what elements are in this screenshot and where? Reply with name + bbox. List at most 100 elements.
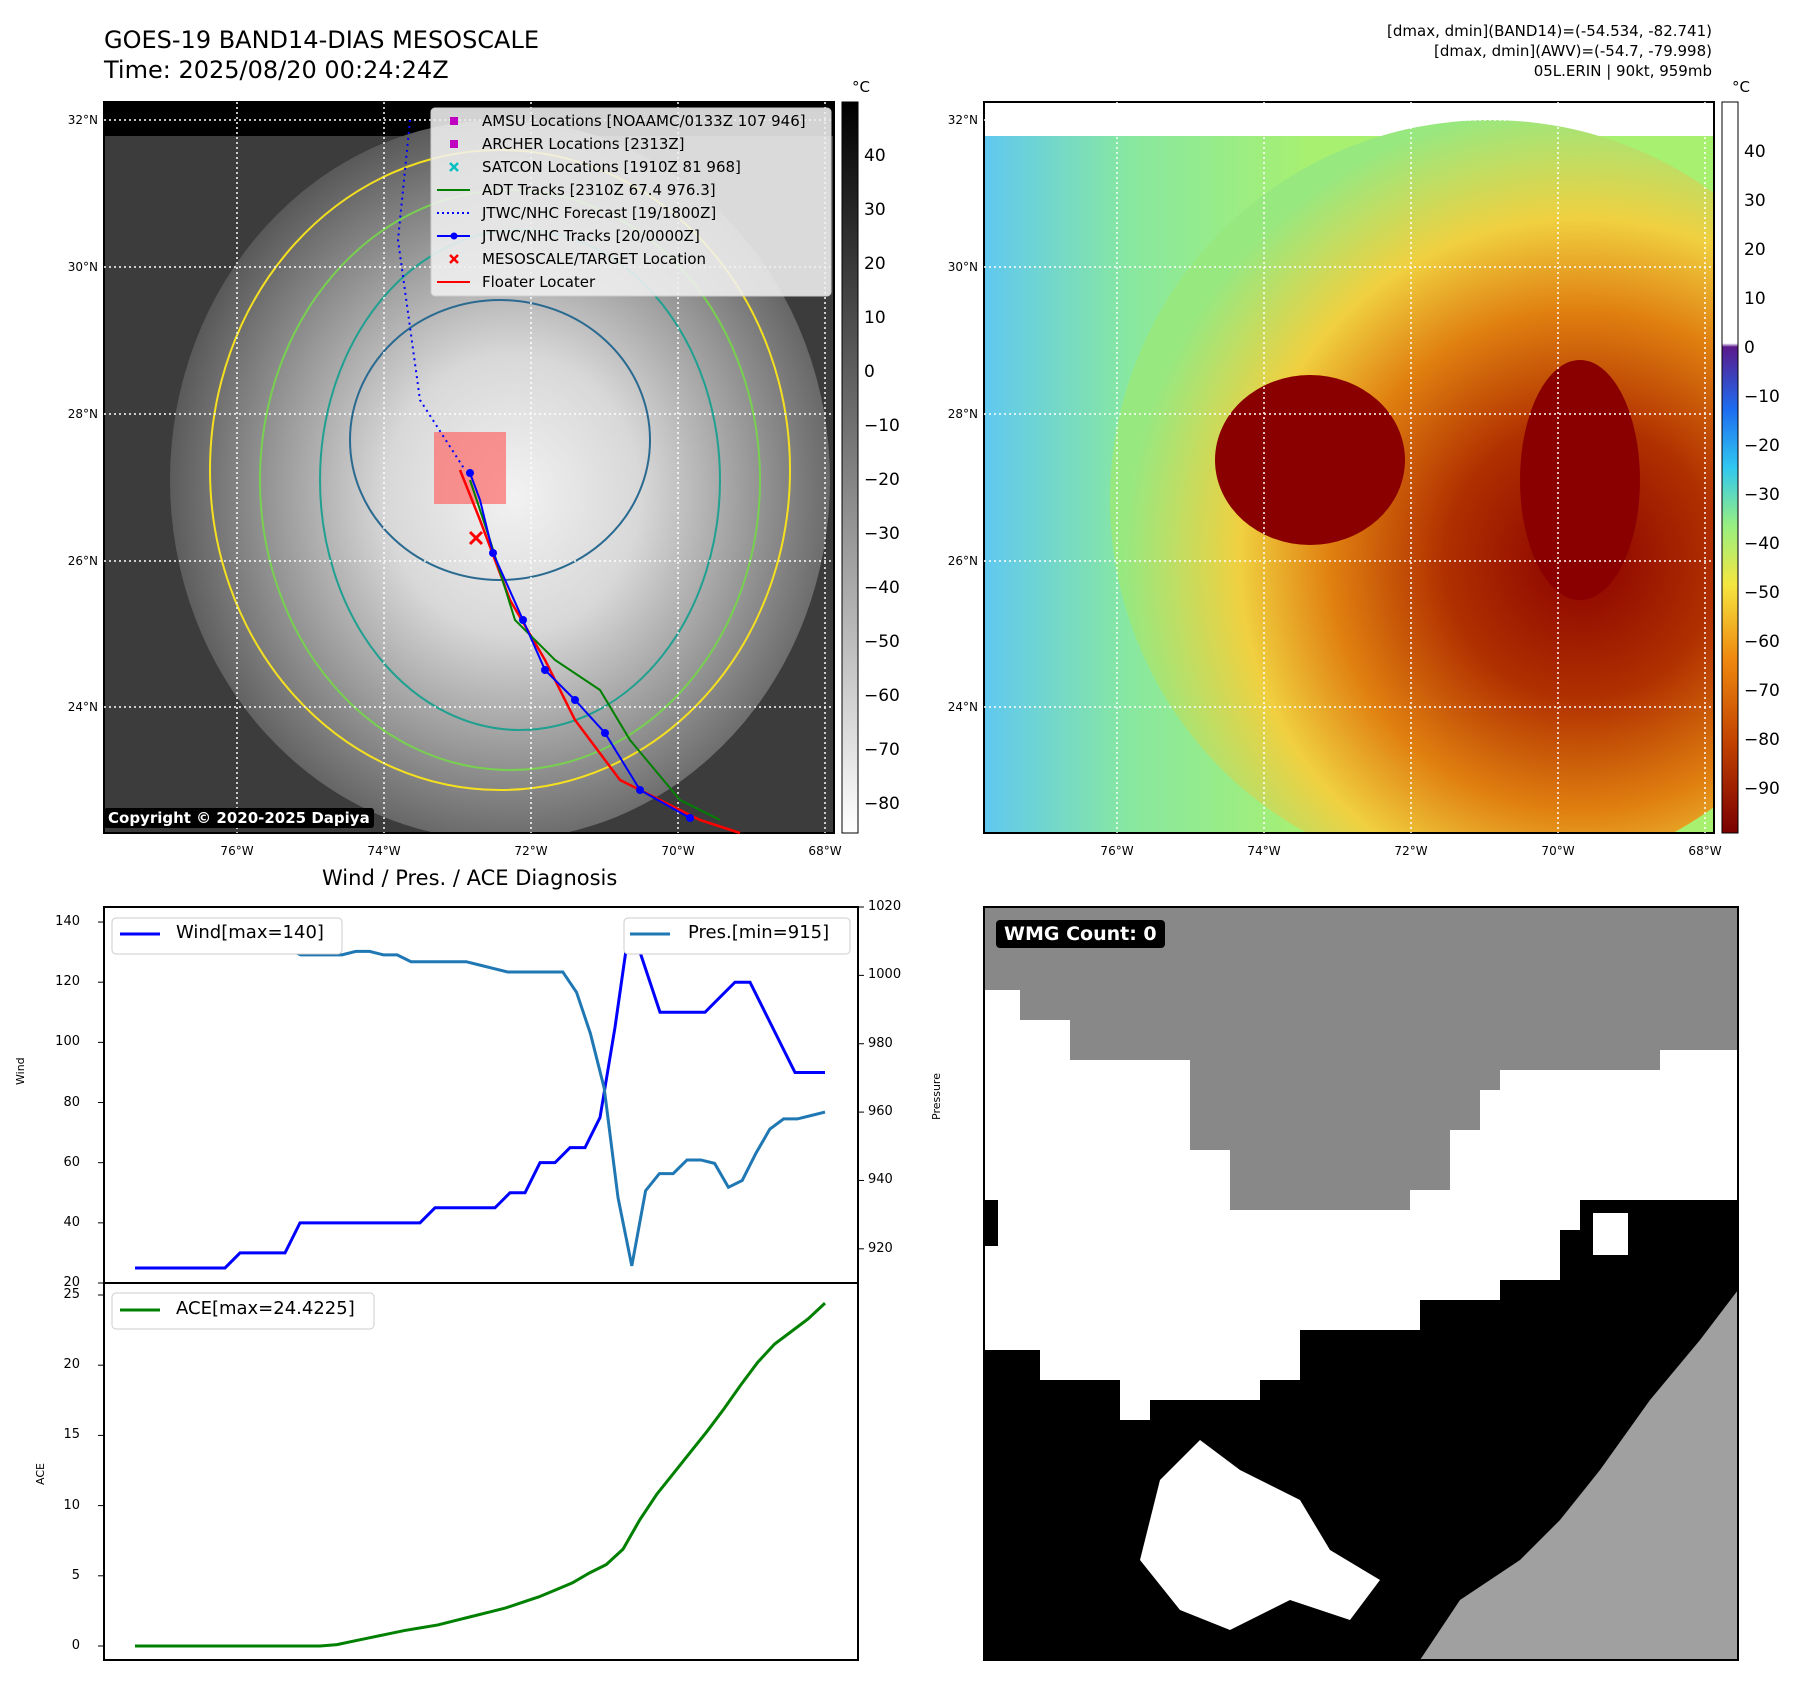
wind-legend-label: Wind[max=140] (176, 922, 324, 943)
wind-y-tick-label: 60 (63, 1154, 80, 1170)
legend-entry-label: MESOSCALE/TARGET Location (482, 250, 707, 268)
right-colorbar-tick: 10 (1744, 289, 1766, 309)
right-lat-tick: 28°N (947, 407, 978, 421)
pressure-y-ticks (858, 906, 864, 1250)
right-lat-tick: 30°N (947, 260, 978, 274)
legend-archer-marker (450, 140, 458, 148)
ace-y-tick-label: 25 (63, 1287, 80, 1302)
pressure-y-tick-label: 1000 (868, 967, 902, 983)
left-colorbar-tick: −80 (864, 794, 900, 814)
right-colorbar-tick: −90 (1744, 779, 1780, 799)
right-map-grid (984, 102, 1714, 833)
right-colorbar-unit: °C (1732, 78, 1750, 96)
left-colorbar (841, 101, 859, 834)
pressure-y-tick-label: 940 (868, 1172, 893, 1188)
right-colorbar-tick: −20 (1744, 436, 1780, 456)
right-map (984, 102, 1714, 833)
wind-y-tick-label: 40 (63, 1214, 80, 1230)
pressure-y-tick-label: 920 (868, 1240, 893, 1256)
wind-y-tick-label: 20 (63, 1275, 80, 1290)
right-lon-tick: 72°W (1394, 844, 1428, 858)
right-colorbar-tick: 0 (1744, 338, 1755, 358)
left-colorbar-tick: 30 (864, 200, 886, 220)
right-map-frame (983, 101, 1715, 834)
left-lon-tick: 72°W (514, 844, 548, 858)
floater-track (458, 469, 741, 835)
right-lat-tick: 26°N (947, 554, 978, 568)
right-colorbar-tick: −30 (1744, 485, 1780, 505)
ace-series-line (135, 1302, 827, 1648)
legend-entry-label: JTWC/NHC Forecast [19/1800Z] (482, 204, 717, 222)
chart-time: Time: 2025/08/20 00:24:24Z (104, 56, 449, 84)
copyright-label: Copyright © 2020-2025 Dapiya (104, 808, 374, 828)
right-lon-tick: 70°W (1541, 844, 1575, 858)
diagnosis-title: Wind / Pres. / ACE Diagnosis (322, 866, 618, 890)
left-colorbar-tick: −30 (864, 524, 900, 544)
stats-awv: [dmax, dmin](AWV)=(-54.7, -79.998) (1433, 42, 1712, 60)
wind-series-line (135, 921, 825, 1270)
left-lat-tick: 28°N (67, 407, 98, 421)
left-lat-tick: 32°N (67, 113, 98, 127)
left-map-frame (103, 101, 835, 834)
chart-title: GOES-19 BAND14-DIAS MESOSCALE (104, 26, 540, 54)
right-colorbar-tick: −60 (1744, 632, 1780, 652)
left-lat-tick: 26°N (67, 554, 98, 568)
ace-y-tick-label: 20 (63, 1357, 80, 1373)
wind-y-tick-label: 140 (55, 914, 80, 930)
left-lon-tick: 76°W (220, 844, 254, 858)
right-lat-tick: 32°N (947, 113, 978, 127)
right-colorbar-tick: 40 (1744, 142, 1766, 162)
ace-y-ticks (98, 1294, 104, 1647)
left-colorbar-tick: −50 (864, 632, 900, 652)
left-lon-tick: 68°W (808, 844, 842, 858)
wmg-count-label: WMG Count: 0 (996, 920, 1165, 948)
nhc-track-points (466, 469, 694, 822)
right-lon-tick: 74°W (1247, 844, 1281, 858)
left-colorbar-tick: −60 (864, 686, 900, 706)
right-colorbar-tick: −40 (1744, 534, 1780, 554)
legend-entry-label: JTWC/NHC Tracks [20/0000Z] (482, 227, 700, 245)
left-colorbar-tick: −10 (864, 416, 900, 436)
stats-band14: [dmax, dmin](BAND14)=(-54.534, -82.741) (1387, 22, 1712, 40)
pressure-y-label: Pressure (930, 1073, 943, 1120)
left-colorbar-unit: °C (852, 78, 870, 96)
right-lon-tick: 76°W (1100, 844, 1134, 858)
ace-legend (111, 1292, 375, 1330)
right-lon-tick: 68°W (1688, 844, 1722, 858)
right-lat-tick: 24°N (947, 700, 978, 714)
wind-y-label: Wind (14, 1057, 27, 1085)
storm-label: 05L.ERIN | 90kt, 959mb (1533, 62, 1712, 80)
right-colorbar-tick: 30 (1744, 191, 1766, 211)
left-lon-tick: 70°W (661, 844, 695, 858)
wind-y-tick-label: 80 (63, 1094, 80, 1110)
right-colorbar (1721, 101, 1739, 834)
left-map-legend (430, 107, 832, 297)
ace-legend-label: ACE[max=24.4225] (176, 1298, 355, 1319)
pressure-legend (623, 917, 851, 955)
legend-target-marker (449, 254, 459, 264)
wmg-panel (983, 906, 1739, 1661)
wind-y-tick-label: 100 (55, 1034, 80, 1050)
ace-y-tick-label: 15 (63, 1427, 80, 1443)
left-colorbar-tick: 10 (864, 308, 886, 328)
wind-panel (98, 906, 864, 1284)
pressure-y-tick-label: 1020 (868, 899, 902, 914)
left-colorbar-tick: 20 (864, 254, 886, 274)
ace-y-tick-label: 10 (63, 1497, 80, 1513)
ace-y-tick-label: 5 (71, 1567, 80, 1583)
pressure-y-tick-label: 960 (868, 1104, 893, 1120)
right-colorbar-tick: −70 (1744, 681, 1780, 701)
left-lat-tick: 30°N (67, 260, 98, 274)
legend-entry-label: ADT Tracks [2310Z 67.4 976.3] (482, 181, 716, 199)
pressure-y-tick-label: 980 (868, 1035, 893, 1051)
right-colorbar-tick: 20 (1744, 240, 1766, 260)
legend-satcon-marker (449, 162, 459, 172)
legend-entry-label: AMSU Locations [NOAAMC/0133Z 107 946] (482, 112, 806, 130)
legend-entry-label: Floater Locater (482, 273, 596, 291)
wind-y-tick-label: 120 (55, 974, 80, 990)
legend-entry-label: ARCHER Locations [2313Z] (482, 135, 685, 153)
legend-amsu-marker (450, 117, 458, 125)
ace-y-label: ACE (34, 1463, 47, 1485)
left-colorbar-tick: −70 (864, 740, 900, 760)
